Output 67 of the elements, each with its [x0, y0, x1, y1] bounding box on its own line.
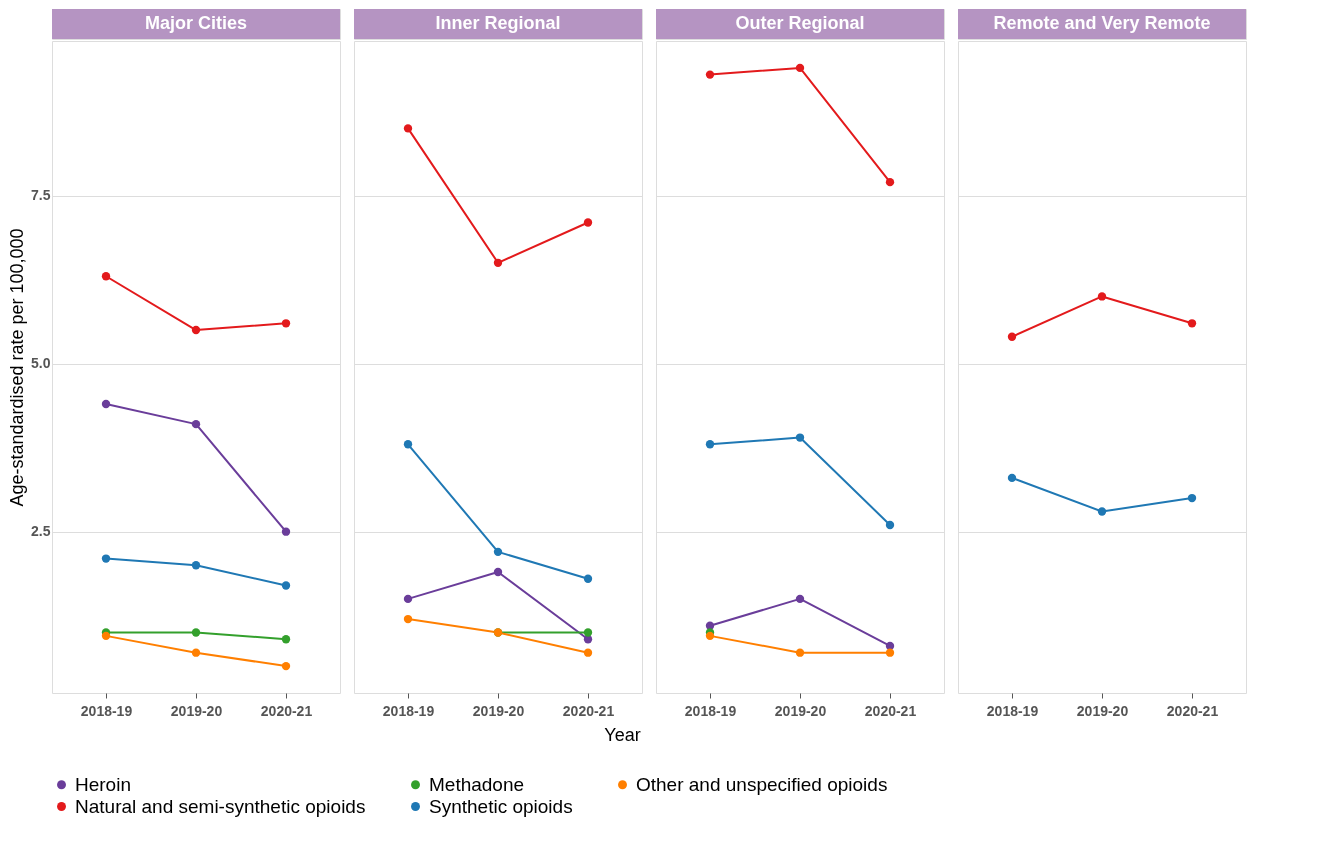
- point: [1007, 473, 1017, 483]
- point: [191, 325, 201, 335]
- chart-title: Remote and Very Remote: [993, 13, 1211, 33]
- point: [191, 628, 201, 637]
- x-tick-label: 2018-19: [684, 702, 737, 719]
- point: [281, 661, 291, 671]
- point: [795, 433, 805, 442]
- y-tick-label: 5.0: [31, 355, 51, 372]
- point: [1007, 332, 1017, 341]
- chart-title: Outer Regional: [735, 13, 865, 33]
- point: [191, 419, 201, 429]
- point: [281, 635, 291, 644]
- x-tick-label: 2020-21: [864, 702, 917, 719]
- point: [1097, 292, 1107, 301]
- point: [403, 440, 413, 449]
- point: [885, 648, 895, 657]
- x-tick-label: 2020-21: [260, 702, 313, 719]
- point: [493, 547, 503, 557]
- chart-title: Major Cities: [144, 13, 248, 33]
- point: [1187, 493, 1197, 503]
- point: [281, 581, 291, 590]
- point: [101, 399, 111, 409]
- point: [191, 648, 201, 657]
- legend-label: Natural and semi-synthetic opioids: [75, 795, 366, 817]
- point: [1097, 507, 1107, 516]
- y-tick-label: 7.5: [31, 187, 51, 204]
- legend-label: Methadone: [429, 773, 525, 795]
- x-tick-label: 2019-20: [170, 702, 223, 719]
- point: [403, 124, 413, 133]
- legend-label: Heroin: [75, 773, 131, 795]
- point: [705, 631, 715, 641]
- point: [705, 440, 715, 449]
- x-tick-label: 2018-19: [80, 702, 133, 719]
- point: [795, 63, 805, 73]
- x-tick-label: 2018-19: [382, 702, 435, 719]
- x-axis-title: Year: [604, 724, 641, 745]
- point: [493, 258, 503, 267]
- point: [403, 594, 413, 604]
- y-tick-label: 2.5: [31, 523, 51, 540]
- point: [191, 561, 201, 570]
- point: [1187, 319, 1197, 328]
- x-tick-label: 2018-19: [986, 702, 1039, 719]
- x-tick-label: 2019-20: [1076, 702, 1129, 719]
- legend-label: Synthetic opioids: [429, 795, 573, 817]
- point: [885, 177, 895, 187]
- point: [795, 648, 805, 657]
- point: [583, 218, 593, 227]
- point: [101, 554, 111, 563]
- point: [403, 614, 413, 624]
- x-tick-label: 2019-20: [472, 702, 525, 719]
- point: [101, 631, 111, 641]
- point: [281, 319, 291, 328]
- legend-label: Other and unspecified opioids: [636, 773, 888, 795]
- point: [101, 272, 111, 281]
- point: [705, 70, 715, 79]
- point: [885, 520, 895, 530]
- point: [583, 574, 593, 583]
- point: [281, 527, 291, 536]
- chart-title: Inner Regional: [435, 13, 561, 33]
- x-tick-label: 2020-21: [1166, 702, 1219, 719]
- x-tick-label: 2020-21: [562, 702, 615, 719]
- point: [795, 594, 805, 604]
- point: [493, 567, 503, 577]
- y-axis-title: Age-standardised rate per 100,000: [7, 228, 28, 507]
- x-tick-label: 2019-20: [774, 702, 827, 719]
- point: [583, 628, 593, 637]
- point: [583, 648, 593, 657]
